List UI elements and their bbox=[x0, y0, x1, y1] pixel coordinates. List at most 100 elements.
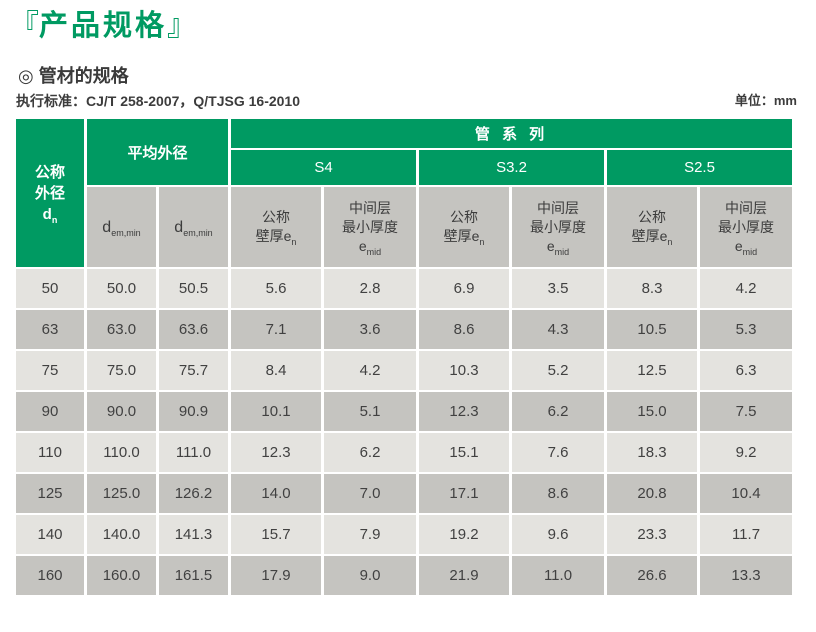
table-row: 63 63.0 63.6 7.1 3.6 8.6 4.3 10.5 5.3 bbox=[16, 310, 792, 349]
header-series-s4: S4 bbox=[231, 150, 416, 185]
cell-value: 12.3 bbox=[231, 433, 321, 472]
cell-value: 5.1 bbox=[324, 392, 416, 431]
cell-value: 8.6 bbox=[419, 310, 509, 349]
table-header: 公称 外径 dn 平均外径 管 系 列 S4 S3.2 S2.5 dem,min… bbox=[16, 119, 792, 267]
table-body: 50 50.0 50.5 5.6 2.8 6.9 3.5 8.3 4.2 63 63.0 63.6 7.… bbox=[16, 269, 792, 595]
cell-dn: 75 bbox=[16, 351, 84, 390]
cell-value: 6.9 bbox=[419, 269, 509, 308]
table-row: 160 160.0 161.5 17.9 9.0 21.9 11.0 26.6 13.3 bbox=[16, 556, 792, 595]
title-open-bracket: 『 bbox=[10, 10, 40, 42]
standard-text: 执行标准：CJ/T 258-2007，Q/TJSG 16-2010 bbox=[16, 92, 300, 110]
cell-value: 7.1 bbox=[231, 310, 321, 349]
cell-value: 50.5 bbox=[159, 269, 228, 308]
cell-value: 63.6 bbox=[159, 310, 228, 349]
header-series-s2-5: S2.5 bbox=[607, 150, 792, 185]
cell-value: 9.6 bbox=[512, 515, 604, 554]
cell-value: 11.0 bbox=[512, 556, 604, 595]
nominal-od-symbol: dn bbox=[42, 205, 58, 225]
cell-value: 63.0 bbox=[87, 310, 156, 349]
title-close-bracket: 』 bbox=[167, 10, 197, 42]
cell-dn: 63 bbox=[16, 310, 84, 349]
cell-dn: 125 bbox=[16, 474, 84, 513]
header-average-od: 平均外径 bbox=[87, 119, 228, 185]
cell-value: 10.5 bbox=[607, 310, 697, 349]
cell-value: 90.9 bbox=[159, 392, 228, 431]
cell-value: 21.9 bbox=[419, 556, 509, 595]
section-title: ◎ 管材的规格 bbox=[18, 66, 129, 86]
table-row: 50 50.0 50.5 5.6 2.8 6.9 3.5 8.3 4.2 bbox=[16, 269, 792, 308]
cell-value: 7.0 bbox=[324, 474, 416, 513]
cell-value: 8.3 bbox=[607, 269, 697, 308]
cell-value: 3.5 bbox=[512, 269, 604, 308]
cell-value: 6.3 bbox=[700, 351, 792, 390]
cell-dn: 110 bbox=[16, 433, 84, 472]
cell-value: 8.6 bbox=[512, 474, 604, 513]
cell-value: 4.2 bbox=[700, 269, 792, 308]
standard-value: CJ/T 258-2007，Q/TJSG 16-2010 bbox=[86, 93, 301, 109]
header-dem-min-1: dem,min bbox=[87, 187, 156, 267]
cell-value: 141.3 bbox=[159, 515, 228, 554]
cell-dn: 50 bbox=[16, 269, 84, 308]
cell-value: 2.8 bbox=[324, 269, 416, 308]
cell-value: 12.5 bbox=[607, 351, 697, 390]
cell-value: 13.3 bbox=[700, 556, 792, 595]
cell-value: 15.0 bbox=[607, 392, 697, 431]
cell-value: 4.2 bbox=[324, 351, 416, 390]
cell-value: 3.6 bbox=[324, 310, 416, 349]
standard-label: 执行标准： bbox=[16, 93, 86, 109]
cell-value: 6.2 bbox=[324, 433, 416, 472]
cell-value: 5.6 bbox=[231, 269, 321, 308]
cell-dn: 140 bbox=[16, 515, 84, 554]
cell-value: 4.3 bbox=[512, 310, 604, 349]
cell-value: 23.3 bbox=[607, 515, 697, 554]
header-mid-layer-s2-5: 中间层 最小厚度 emid bbox=[700, 187, 792, 267]
cell-value: 111.0 bbox=[159, 433, 228, 472]
cell-value: 75.7 bbox=[159, 351, 228, 390]
cell-value: 18.3 bbox=[607, 433, 697, 472]
title-text: 产品规格 bbox=[39, 10, 168, 42]
cell-value: 5.3 bbox=[700, 310, 792, 349]
cell-value: 5.2 bbox=[512, 351, 604, 390]
cell-value: 15.1 bbox=[419, 433, 509, 472]
header-wall-thickness-s4: 公称 壁厚en bbox=[231, 187, 321, 267]
table-row: 90 90.0 90.9 10.1 5.1 12.3 6.2 15.0 7.5 bbox=[16, 392, 792, 431]
cell-dn: 160 bbox=[16, 556, 84, 595]
cell-value: 50.0 bbox=[87, 269, 156, 308]
header-series-s3-2: S3.2 bbox=[419, 150, 604, 185]
cell-value: 75.0 bbox=[87, 351, 156, 390]
header-wall-thickness-s2-5: 公称 壁厚en bbox=[607, 187, 697, 267]
cell-value: 9.0 bbox=[324, 556, 416, 595]
cell-value: 6.2 bbox=[512, 392, 604, 431]
nominal-od-line1: 公称 bbox=[34, 163, 65, 181]
table-row: 125 125.0 126.2 14.0 7.0 17.1 8.6 20.8 10.4 bbox=[16, 474, 792, 513]
header-pipe-series: 管 系 列 bbox=[231, 119, 792, 148]
cell-value: 14.0 bbox=[231, 474, 321, 513]
cell-value: 160.0 bbox=[87, 556, 156, 595]
cell-value: 126.2 bbox=[159, 474, 228, 513]
cell-value: 7.5 bbox=[700, 392, 792, 431]
cell-value: 17.1 bbox=[419, 474, 509, 513]
cell-value: 19.2 bbox=[419, 515, 509, 554]
cell-value: 15.7 bbox=[231, 515, 321, 554]
table-row: 75 75.0 75.7 8.4 4.2 10.3 5.2 12.5 6.3 bbox=[16, 351, 792, 390]
cell-value: 90.0 bbox=[87, 392, 156, 431]
cell-value: 10.1 bbox=[231, 392, 321, 431]
nominal-od-line2: 外径 bbox=[34, 184, 65, 202]
cell-value: 7.9 bbox=[324, 515, 416, 554]
header-dem-min-2: dem,min bbox=[159, 187, 228, 267]
cell-value: 8.4 bbox=[231, 351, 321, 390]
cell-value: 26.6 bbox=[607, 556, 697, 595]
cell-value: 11.7 bbox=[700, 515, 792, 554]
cell-value: 161.5 bbox=[159, 556, 228, 595]
cell-value: 110.0 bbox=[87, 433, 156, 472]
table-row: 140 140.0 141.3 15.7 7.9 19.2 9.6 23.3 11.7 bbox=[16, 515, 792, 554]
header-mid-layer-s3-2: 中间层 最小厚度 emid bbox=[512, 187, 604, 267]
cell-value: 10.3 bbox=[419, 351, 509, 390]
page-title: 『产品规格』 bbox=[0, 0, 816, 44]
cell-value: 17.9 bbox=[231, 556, 321, 595]
cell-value: 9.2 bbox=[700, 433, 792, 472]
cell-value: 7.6 bbox=[512, 433, 604, 472]
header-wall-thickness-s3-2: 公称 壁厚en bbox=[419, 187, 509, 267]
cell-dn: 90 bbox=[16, 392, 84, 431]
